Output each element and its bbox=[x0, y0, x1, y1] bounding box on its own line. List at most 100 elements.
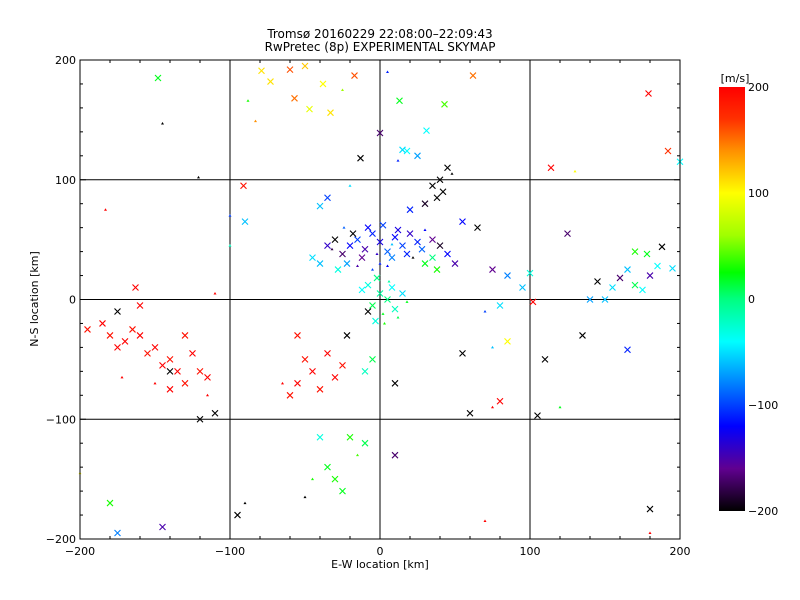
data-point-cross bbox=[429, 236, 436, 244]
data-point-dot bbox=[386, 70, 389, 73]
data-point-cross bbox=[84, 326, 91, 333]
data-point-cross bbox=[106, 332, 114, 339]
data-point-dot bbox=[228, 244, 232, 247]
colorbar-label: [m/s] bbox=[721, 72, 750, 85]
data-point-cross bbox=[331, 373, 339, 381]
data-point-dot bbox=[254, 119, 257, 123]
data-point-dot bbox=[341, 88, 344, 91]
data-point-cross bbox=[114, 344, 121, 351]
data-point-cross bbox=[346, 242, 354, 250]
data-point-cross bbox=[421, 200, 429, 208]
data-point-cross bbox=[388, 254, 396, 261]
data-point-dot bbox=[386, 264, 389, 267]
data-point-cross bbox=[664, 147, 672, 155]
data-point-dot bbox=[213, 292, 217, 295]
data-point-cross bbox=[151, 344, 159, 351]
data-point-cross bbox=[646, 272, 654, 279]
data-point-cross bbox=[136, 332, 144, 339]
data-point-cross bbox=[166, 367, 174, 375]
data-point-dot bbox=[348, 184, 352, 187]
data-point-cross bbox=[327, 109, 334, 117]
colorbar-tick-label: 100 bbox=[748, 187, 769, 200]
data-point-cross bbox=[354, 236, 361, 244]
chart-title: Tromsø 20160229 22:08:00–22:09:43 bbox=[266, 27, 492, 41]
data-point-cross bbox=[154, 74, 162, 82]
data-point-cross bbox=[541, 355, 549, 363]
data-point-cross bbox=[394, 226, 402, 234]
data-point-cross bbox=[346, 433, 354, 441]
data-point-dot bbox=[396, 315, 400, 319]
data-point-cross bbox=[529, 298, 537, 306]
data-point-cross bbox=[519, 284, 526, 291]
data-point-dot bbox=[197, 175, 200, 179]
data-point-cross bbox=[301, 355, 309, 363]
data-point-cross bbox=[631, 281, 639, 289]
data-point-cross bbox=[534, 412, 541, 420]
data-point-cross bbox=[586, 296, 594, 303]
data-point-cross bbox=[291, 94, 298, 102]
data-point-cross bbox=[369, 230, 376, 238]
data-point-cross bbox=[579, 332, 586, 339]
data-point-cross bbox=[504, 272, 511, 279]
data-point-cross bbox=[669, 264, 676, 272]
data-point-dot bbox=[411, 256, 415, 259]
data-point-dot bbox=[153, 381, 157, 385]
data-point-cross bbox=[114, 308, 121, 315]
data-point-cross bbox=[258, 67, 265, 75]
data-point-cross bbox=[444, 164, 451, 172]
data-point-cross bbox=[639, 286, 646, 294]
data-point-cross bbox=[399, 146, 406, 154]
data-point-cross bbox=[99, 320, 106, 327]
data-point-cross bbox=[114, 529, 121, 537]
data-point-dot bbox=[371, 268, 374, 271]
data-point-dot bbox=[342, 226, 346, 229]
data-point-cross bbox=[469, 72, 477, 79]
data-point-cross bbox=[361, 439, 369, 447]
data-point-cross bbox=[309, 367, 316, 375]
data-point-dot bbox=[483, 519, 487, 523]
data-point-dot bbox=[396, 159, 400, 162]
data-point-cross bbox=[241, 218, 249, 226]
data-point-cross bbox=[414, 238, 421, 246]
data-point-cross bbox=[609, 284, 616, 291]
data-point-cross bbox=[294, 332, 301, 339]
data-point-cross bbox=[319, 80, 327, 88]
data-point-cross bbox=[645, 90, 652, 97]
data-point-dot bbox=[311, 477, 314, 481]
data-point-dot bbox=[390, 242, 394, 246]
data-point-cross bbox=[441, 100, 448, 108]
data-point-cross bbox=[376, 290, 384, 297]
data-point-cross bbox=[364, 281, 372, 289]
data-point-cross bbox=[166, 355, 174, 363]
data-point-dot bbox=[161, 121, 164, 125]
data-point-cross bbox=[433, 266, 441, 273]
data-point-cross bbox=[196, 367, 204, 375]
data-point-cross bbox=[414, 152, 421, 160]
colorbar-tick-label: −100 bbox=[748, 399, 778, 412]
data-point-cross bbox=[391, 233, 399, 241]
data-point-cross bbox=[406, 230, 414, 238]
data-point-cross bbox=[654, 262, 661, 270]
data-point-cross bbox=[504, 338, 511, 345]
data-point-dot bbox=[246, 99, 250, 102]
data-point-cross bbox=[616, 274, 624, 282]
data-point-cross bbox=[624, 266, 631, 273]
data-point-cross bbox=[384, 296, 391, 303]
data-point-dot bbox=[483, 309, 487, 313]
data-point-cross bbox=[136, 302, 144, 309]
data-point-cross bbox=[403, 250, 411, 258]
data-point-cross bbox=[496, 302, 504, 309]
data-point-cross bbox=[646, 505, 654, 513]
data-point-cross bbox=[526, 269, 534, 277]
data-point-cross bbox=[159, 361, 166, 369]
data-point-cross bbox=[421, 260, 429, 267]
data-point-dot bbox=[558, 405, 562, 409]
data-point-cross bbox=[324, 242, 331, 250]
data-point-dot bbox=[243, 501, 247, 505]
data-point-cross bbox=[658, 243, 666, 251]
data-point-cross bbox=[339, 487, 346, 495]
data-point-cross bbox=[181, 332, 189, 339]
data-point-cross bbox=[309, 254, 316, 261]
data-point-dot bbox=[491, 345, 494, 349]
data-point-cross bbox=[324, 463, 331, 471]
